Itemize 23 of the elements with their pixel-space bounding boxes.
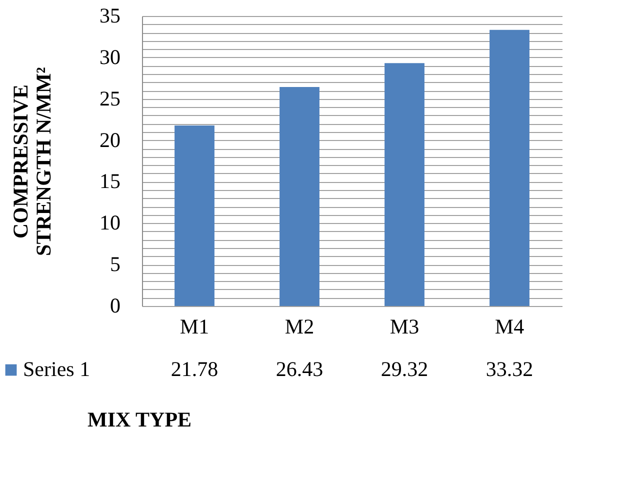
data-label: 33.32 [486, 357, 534, 381]
legend-label: Series 1 [23, 357, 90, 381]
x-tick-label: M2 [284, 314, 314, 338]
y-tick-label: 25 [100, 86, 120, 110]
bar [384, 63, 424, 306]
data-label: 26.43 [276, 357, 324, 381]
y-tick-label: 20 [100, 128, 120, 152]
y-tick-label: 30 [100, 44, 120, 69]
data-label: 29.32 [380, 357, 428, 381]
y-tick-label: 15 [100, 169, 120, 194]
y-axis-title: COMPRESSIVE STRENGTH N/MM² [8, 67, 56, 256]
x-tick-label: M1 [180, 314, 210, 338]
y-tick-label: 10 [100, 210, 120, 235]
bar [174, 126, 214, 306]
data-label: 21.78 [170, 357, 218, 381]
x-axis-title: MIX TYPE [88, 408, 192, 432]
y-tick-label: 35 [100, 4, 120, 28]
bar [280, 87, 320, 306]
x-tick-label: M3 [390, 314, 420, 338]
x-tick-label: M4 [494, 314, 525, 338]
y-tick-label: 5 [110, 252, 120, 276]
bar [490, 30, 530, 306]
y-tick-label: 0 [110, 294, 120, 318]
